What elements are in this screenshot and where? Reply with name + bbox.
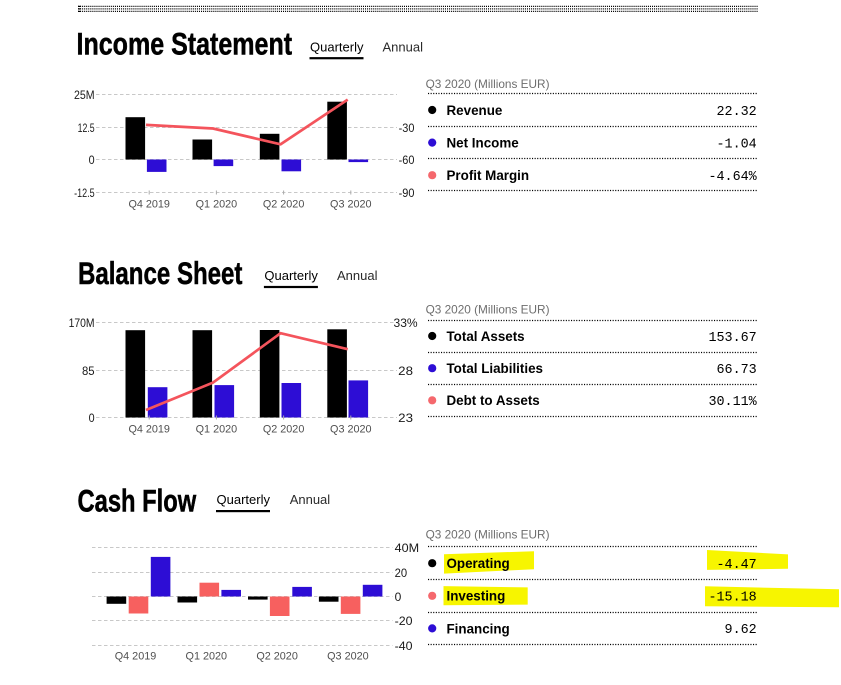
svg-text:33%: 33%: [394, 316, 418, 330]
svg-text:-4.47: -4.47: [717, 558, 757, 573]
svg-text:Cash Flow: Cash Flow: [78, 483, 197, 518]
svg-text:Q1 2020: Q1 2020: [186, 651, 228, 663]
svg-text:170M: 170M: [69, 316, 95, 330]
svg-text:Q4 2019: Q4 2019: [128, 424, 170, 436]
svg-text:Q3 2020: Q3 2020: [330, 199, 372, 211]
svg-text:66.73: 66.73: [717, 363, 757, 378]
svg-text:0: 0: [395, 590, 402, 604]
svg-text:-1.04: -1.04: [717, 137, 757, 152]
svg-text:28: 28: [398, 364, 413, 378]
svg-text:Financing: Financing: [447, 621, 510, 636]
svg-text:Income Statement: Income Statement: [77, 27, 293, 62]
svg-text:Debt to Assets: Debt to Assets: [447, 393, 540, 408]
svg-text:Q3 2020: Q3 2020: [330, 424, 372, 436]
svg-text:25M: 25M: [74, 88, 95, 102]
svg-text:-60: -60: [399, 153, 415, 167]
svg-text:Q4 2019: Q4 2019: [128, 199, 170, 211]
svg-text:30.11%: 30.11%: [708, 395, 757, 410]
svg-text:Q1 2020: Q1 2020: [196, 199, 238, 211]
svg-text:0: 0: [89, 153, 95, 167]
svg-text:Q4 2019: Q4 2019: [115, 651, 157, 663]
svg-text:Total Assets: Total Assets: [447, 329, 525, 344]
svg-text:Total Liabilities: Total Liabilities: [447, 361, 543, 376]
svg-text:12.5: 12.5: [78, 121, 95, 135]
svg-text:Annual: Annual: [383, 39, 424, 54]
svg-text:9.62: 9.62: [725, 623, 757, 638]
svg-text:Q2 2020: Q2 2020: [263, 199, 305, 211]
svg-text:Annual: Annual: [290, 492, 331, 507]
svg-text:-12.5: -12.5: [74, 186, 95, 200]
svg-text:Q1 2020: Q1 2020: [196, 424, 238, 436]
svg-text:40M: 40M: [395, 541, 420, 555]
svg-text:Quarterly: Quarterly: [264, 268, 318, 283]
svg-text:153.67: 153.67: [708, 331, 756, 346]
svg-text:Q3 2020 (Millions EUR): Q3 2020 (Millions EUR): [426, 77, 550, 91]
svg-text:23: 23: [398, 411, 413, 425]
svg-text:Q3 2020: Q3 2020: [327, 651, 369, 663]
svg-text:Profit Margin: Profit Margin: [447, 168, 530, 183]
svg-text:Balance Sheet: Balance Sheet: [78, 256, 242, 291]
svg-text:-40: -40: [395, 639, 413, 653]
svg-text:85: 85: [82, 364, 95, 378]
svg-text:Q2 2020: Q2 2020: [263, 424, 305, 436]
svg-text:-20: -20: [395, 614, 413, 628]
svg-text:Q3 2020 (Millions EUR): Q3 2020 (Millions EUR): [426, 527, 550, 541]
svg-text:Quarterly: Quarterly: [310, 39, 364, 54]
svg-text:Annual: Annual: [337, 268, 378, 283]
svg-text:-4.64%: -4.64%: [708, 170, 757, 185]
svg-text:Q2 2020: Q2 2020: [256, 651, 298, 663]
svg-text:-90: -90: [399, 186, 415, 200]
svg-text:-30: -30: [399, 121, 415, 135]
svg-text:Quarterly: Quarterly: [217, 492, 271, 507]
svg-text:22.32: 22.32: [717, 105, 757, 120]
svg-text:-15.18: -15.18: [708, 591, 756, 606]
svg-text:Q3 2020 (Millions EUR): Q3 2020 (Millions EUR): [426, 303, 550, 317]
svg-text:Operating: Operating: [447, 556, 510, 571]
svg-text:0: 0: [89, 411, 95, 425]
svg-text:20: 20: [395, 566, 408, 580]
svg-text:Revenue: Revenue: [447, 103, 503, 118]
svg-text:Net Income: Net Income: [447, 135, 519, 150]
svg-text:Investing: Investing: [447, 589, 506, 604]
